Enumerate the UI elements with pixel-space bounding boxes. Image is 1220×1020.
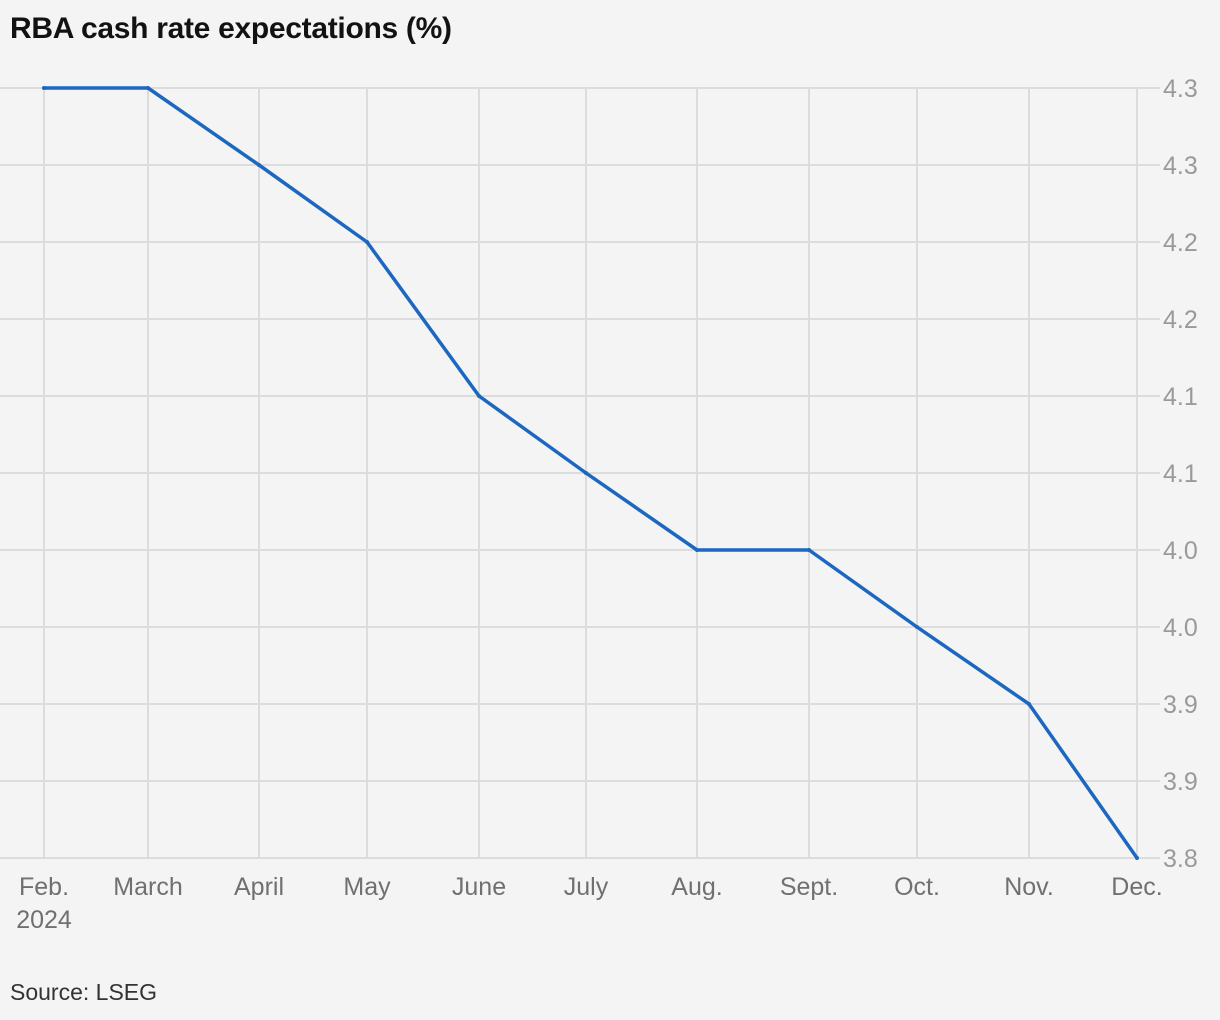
- data-point: [695, 548, 699, 552]
- source-note: Source: LSEG: [10, 979, 158, 1005]
- x-tick-label: Feb.: [19, 873, 69, 901]
- x-tick-label: Aug.: [671, 873, 722, 901]
- series-cash-rate: [42, 86, 1139, 860]
- line-chart: 4.3 4.3 4.2 4.2 4.1 4.1 4.0 4.0 3.9 3.9 3.8 Feb. Ma…: [0, 75, 1198, 934]
- y-tick-label: 4.1: [1163, 460, 1198, 488]
- data-point: [1027, 702, 1031, 706]
- x-tick-label: June: [452, 873, 506, 901]
- data-point: [42, 86, 46, 90]
- x-tick-label: July: [564, 873, 609, 901]
- y-tick-label: 3.8: [1163, 845, 1198, 873]
- y-tick-label: 4.3: [1163, 152, 1198, 180]
- x-tick-label: April: [234, 873, 284, 901]
- x-tick-label: Sept.: [780, 873, 838, 901]
- data-point: [477, 394, 481, 398]
- data-point: [365, 240, 369, 244]
- y-tick-label: 4.2: [1163, 306, 1198, 334]
- y-tick-label: 4.3: [1163, 75, 1198, 103]
- y-tick-label: 4.0: [1163, 614, 1198, 642]
- data-point: [257, 163, 261, 167]
- horizontal-gridlines: [0, 87, 1160, 859]
- data-point: [807, 548, 811, 552]
- data-point: [146, 86, 150, 90]
- y-axis-ticks: 4.3 4.3 4.2 4.2 4.1 4.1 4.0 4.0 3.9 3.9 3.8: [1163, 75, 1198, 873]
- y-tick-label: 4.0: [1163, 537, 1198, 565]
- data-point: [915, 625, 919, 629]
- chart-title: RBA cash rate expectations (%): [10, 12, 452, 45]
- y-tick-label: 3.9: [1163, 768, 1198, 796]
- data-point: [1135, 856, 1139, 860]
- y-tick-label: 3.9: [1163, 691, 1198, 719]
- y-tick-label: 4.2: [1163, 229, 1198, 257]
- vertical-gridlines: [43, 88, 1138, 858]
- x-tick-label: Dec.: [1111, 873, 1162, 901]
- x-tick-label: May: [343, 873, 391, 901]
- data-point: [584, 471, 588, 475]
- y-tick-label: 4.1: [1163, 383, 1198, 411]
- x-axis-ticks: Feb. March April May June July Aug. Sept. Oct. No…: [16, 873, 1163, 934]
- x-tick-label: March: [113, 873, 182, 901]
- x-tick-label: Oct.: [894, 873, 940, 901]
- x-year-label: 2024: [16, 906, 72, 934]
- x-tick-label: Nov.: [1004, 873, 1054, 901]
